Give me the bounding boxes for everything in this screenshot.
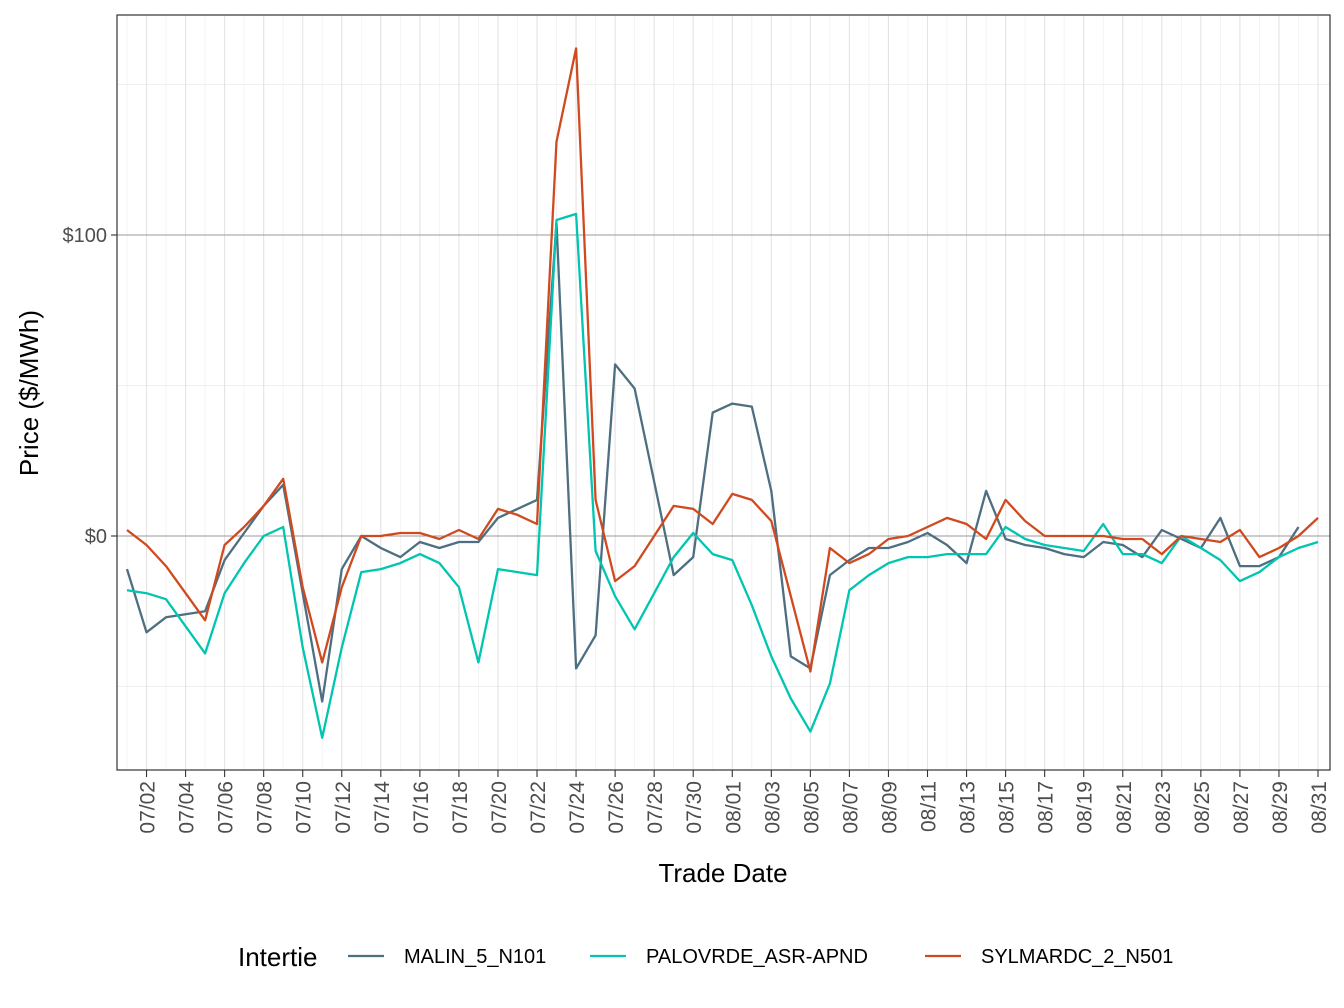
x-tick-label: 07/22	[527, 781, 550, 834]
x-tick-label: 07/16	[410, 781, 433, 834]
x-axis-title: Trade Date	[658, 858, 787, 888]
x-tick-label: 08/23	[1152, 781, 1175, 834]
x-tick-label: 08/25	[1191, 781, 1214, 834]
x-tick-label: 07/08	[254, 781, 277, 834]
y-tick-label: $100	[63, 225, 108, 247]
x-tick-label: 08/21	[1113, 781, 1136, 834]
series-line-3	[126, 47, 1319, 673]
x-tick-label: 08/05	[800, 781, 823, 834]
x-tick-label: 08/09	[879, 781, 902, 834]
x-tick-label: 08/31	[1308, 781, 1331, 834]
x-tick-label: 08/19	[1074, 781, 1097, 834]
x-tick-label: 07/30	[683, 781, 706, 834]
legend-label-2: PALOVRDE_ASR-APND	[646, 946, 868, 968]
x-axis: 07/02 07/04 07/06 07/08 07/10 07/12 07/14 07/16…	[137, 770, 1331, 834]
x-tick-label: 07/28	[644, 781, 667, 834]
series-line-1	[125, 221, 1300, 703]
x-tick-label: 08/11	[918, 781, 941, 832]
x-tick-label: 07/10	[293, 781, 316, 834]
series-lines	[125, 47, 1319, 739]
x-tick-label: 07/04	[176, 781, 199, 834]
x-tick-label: 08/01	[722, 781, 745, 834]
x-tick-label: 08/27	[1230, 781, 1253, 834]
legend-label-3: SYLMARDC_2_N501	[981, 946, 1173, 968]
x-tick-label: 07/26	[605, 781, 628, 834]
series-line-2	[126, 212, 1319, 739]
x-tick-label: 08/03	[761, 781, 784, 834]
y-axis-title: Price ($/MWh)	[14, 310, 44, 476]
y-axis: $0 $100	[63, 225, 117, 548]
legend-title: Intertie	[238, 942, 318, 972]
x-tick-label: 08/29	[1269, 781, 1292, 834]
x-tick-label: 07/06	[215, 781, 238, 834]
legend-label-1: MALIN_5_N101	[404, 946, 546, 968]
x-tick-label: 07/14	[371, 781, 394, 834]
x-tick-label: 07/24	[566, 781, 589, 834]
x-tick-label: 08/15	[996, 781, 1019, 834]
x-tick-label: 07/20	[488, 781, 511, 834]
x-tick-label: 07/18	[449, 781, 472, 834]
major-gridlines	[117, 15, 1330, 770]
x-tick-label: 08/17	[1035, 781, 1058, 834]
x-tick-label: 08/07	[839, 781, 862, 834]
plot-panel-border	[116, 14, 1331, 771]
x-tick-label: 07/02	[137, 781, 160, 834]
minor-gridlines	[117, 15, 1330, 770]
y-tick-label: $0	[85, 526, 107, 548]
legend: Intertie MALIN_5_N101 PALOVRDE_ASR-APND SY…	[238, 942, 1173, 972]
x-tick-label: 07/12	[332, 781, 355, 834]
x-tick-label: 08/13	[957, 781, 980, 834]
